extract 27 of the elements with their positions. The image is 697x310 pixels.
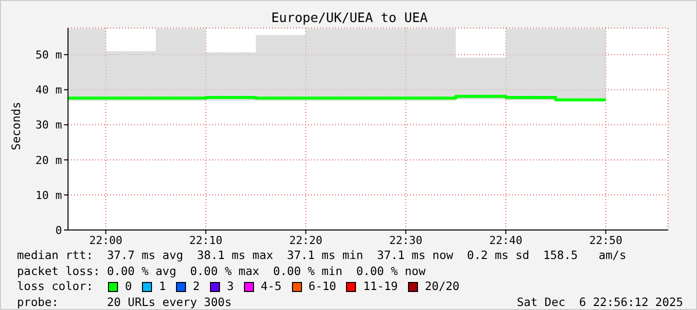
y-tick-label: 50 m <box>36 48 62 62</box>
text: 0 <box>125 279 132 294</box>
x-tick-label: 22:10 <box>189 234 222 247</box>
y-axis-title: Seconds <box>9 101 23 151</box>
text: 2 <box>192 279 200 294</box>
x-tick-label: 22:50 <box>589 234 622 247</box>
text: 3 <box>226 279 234 294</box>
text: 4-5 <box>260 279 282 294</box>
x-tick-label: 22:40 <box>489 234 522 247</box>
text: median rtt: 37.7 ms avg 38.1 ms max 37.1 ms min 37.1 ms now 0.2 ms sd 158.5 am/s <box>17 248 628 264</box>
text: probe: 20 URLs every 300s <box>17 294 232 310</box>
text: 11-19 <box>363 279 398 294</box>
y-tick-label: 20 m <box>36 154 62 167</box>
text: 1 <box>158 279 166 294</box>
chart-title: Europe/UK/UEA to UEA <box>270 11 429 26</box>
text: Sat Dec 6 22:56:12 2025 <box>516 294 683 310</box>
x-tick-label: 22:20 <box>289 234 322 247</box>
y-tick-label: 0 <box>55 224 62 237</box>
y-tick-label: 40 m <box>36 84 62 97</box>
text: packet loss: 0.00 % avg 0.00 % max 0.00 % min 0.00 % now <box>17 264 426 279</box>
text: 20/20 <box>424 279 460 294</box>
y-tick-label: 10 m <box>36 188 62 202</box>
y-tick-label: 30 m <box>36 118 62 132</box>
x-tick-label: 22:00 <box>89 234 122 247</box>
text: 6-10 <box>308 279 336 294</box>
x-tick-label: 22:30 <box>389 234 422 247</box>
text: loss color: <box>17 279 94 294</box>
